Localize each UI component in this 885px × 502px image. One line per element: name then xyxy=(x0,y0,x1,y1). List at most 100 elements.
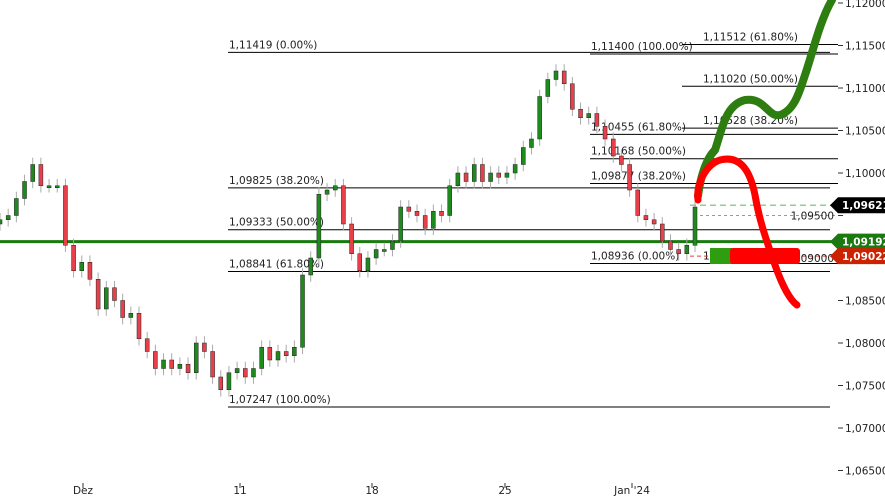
y-tick-label: 1,12000 xyxy=(845,0,885,10)
fib-label: 1,07247 (100.00%) xyxy=(229,394,331,406)
candle xyxy=(643,215,649,220)
candle xyxy=(349,223,354,254)
candle xyxy=(79,262,85,271)
candle xyxy=(332,185,338,191)
candle xyxy=(619,155,624,165)
candle xyxy=(169,359,174,369)
candle xyxy=(365,257,371,271)
x-tick-label: 25 xyxy=(498,485,511,497)
candle xyxy=(684,245,690,254)
candle xyxy=(22,181,27,199)
candle xyxy=(95,279,101,310)
x-tick-label: 18 xyxy=(365,485,378,497)
candle xyxy=(128,313,134,318)
candle xyxy=(586,113,591,118)
candle xyxy=(545,79,551,97)
y-tick-label: 1,10000 xyxy=(845,168,885,180)
candle xyxy=(537,96,542,140)
candle xyxy=(398,206,403,242)
fib-label: 1,11512 (61.80%) xyxy=(703,31,798,43)
fib-label: 1,08936 (0.00%) xyxy=(591,250,679,262)
candle xyxy=(422,215,428,229)
bearish-arrow-drawing xyxy=(694,155,801,309)
price-badge xyxy=(830,197,885,214)
y-tick-label: 1,10500 xyxy=(845,126,885,138)
candle xyxy=(504,172,510,178)
candle xyxy=(202,342,207,352)
candle xyxy=(561,70,567,84)
candle xyxy=(676,249,681,254)
green-marker-box xyxy=(710,248,732,264)
candle xyxy=(5,215,11,220)
candle xyxy=(104,287,109,310)
fib-label: 1,11400 (100.00%) xyxy=(591,41,693,53)
candle xyxy=(496,172,502,178)
candle xyxy=(71,245,76,271)
candles xyxy=(0,64,698,397)
candle xyxy=(692,206,698,246)
y-tick-label: 1,08500 xyxy=(845,296,885,308)
fib-label: 1,09333 (50.00%) xyxy=(229,217,324,229)
candle xyxy=(627,164,632,191)
price-badge xyxy=(830,233,885,250)
candle xyxy=(38,164,44,186)
fib-label: 1,11419 (0.00%) xyxy=(229,39,317,51)
y-tick-label: 1,09000 xyxy=(791,253,834,265)
candle xyxy=(390,240,395,250)
candle xyxy=(243,368,248,378)
candle xyxy=(553,70,559,80)
candle xyxy=(226,372,232,390)
candle xyxy=(275,351,281,361)
candle xyxy=(471,164,477,182)
candle xyxy=(455,172,461,186)
candle xyxy=(259,347,264,369)
candle xyxy=(144,338,150,352)
fib-label: 1,10168 (50.00%) xyxy=(591,146,686,158)
candle xyxy=(610,138,616,157)
candle xyxy=(570,83,575,110)
candle xyxy=(136,313,142,339)
candle xyxy=(594,113,600,127)
candle xyxy=(382,249,387,252)
candle xyxy=(30,164,35,182)
candle xyxy=(488,172,493,182)
y-tick-label: 1,07500 xyxy=(845,381,885,393)
candle xyxy=(414,211,420,216)
candle xyxy=(512,164,518,174)
bullish-arrow-drawing xyxy=(694,0,836,200)
candle xyxy=(635,189,641,216)
candle xyxy=(316,194,322,259)
candle xyxy=(120,300,125,318)
fibonacci-levels: 1,11419 (0.00%) 1,09825 (38.20%) 1,09333 (… xyxy=(0,31,838,408)
candle xyxy=(251,368,256,378)
candle xyxy=(463,172,469,182)
fib-label: 1,10455 (61.80%) xyxy=(591,121,686,133)
fib-label: 1,09877 (38.20%) xyxy=(591,170,686,182)
candle xyxy=(87,262,93,280)
candle xyxy=(63,185,68,246)
candle xyxy=(0,219,3,225)
y-tick-label: 1,07000 xyxy=(845,423,885,435)
candle xyxy=(341,185,346,225)
candle xyxy=(660,223,665,242)
candle xyxy=(234,368,240,373)
candle xyxy=(161,359,166,369)
candle xyxy=(218,376,224,390)
candle xyxy=(439,211,444,216)
candle xyxy=(193,342,199,373)
candle xyxy=(112,287,117,301)
candle xyxy=(177,364,183,369)
x-tick-label: Dez xyxy=(73,485,94,497)
candle xyxy=(668,240,673,250)
candle xyxy=(521,147,526,165)
candle xyxy=(480,164,485,182)
time-axis: Dez 11 18 25 Jan '24 xyxy=(73,483,650,497)
red-scribble-box xyxy=(730,248,800,264)
candle xyxy=(292,347,297,356)
y-tick-label: 1,11000 xyxy=(845,83,885,95)
candle xyxy=(357,253,363,271)
price-badge xyxy=(830,248,885,265)
